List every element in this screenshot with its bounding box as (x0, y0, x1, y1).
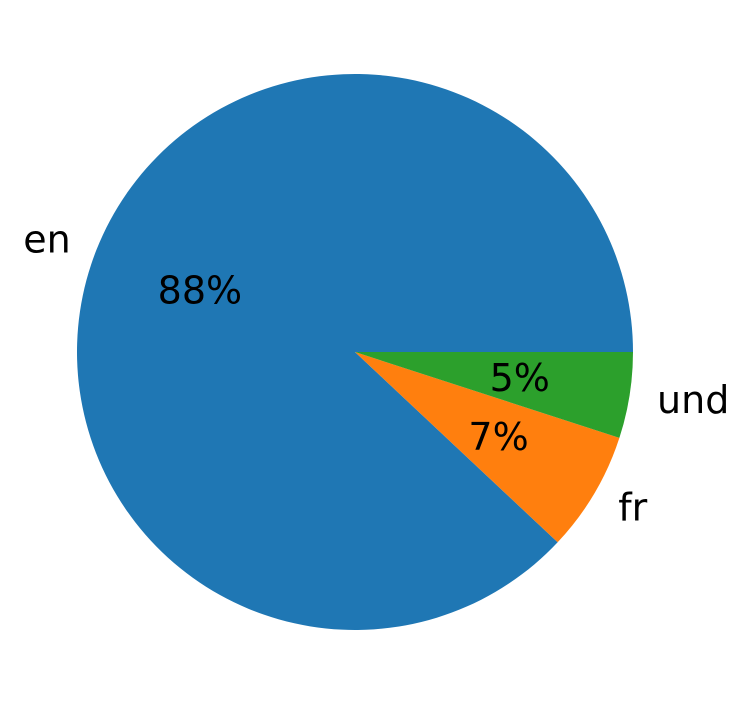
pie-slice-und (355, 352, 633, 438)
pct-label-en: 88% (158, 269, 242, 313)
pie-slice-en (77, 73, 634, 630)
pie-slice-fr (355, 352, 620, 543)
pct-label-fr: 7% (468, 415, 528, 459)
slice-label-fr: fr (618, 486, 647, 530)
slice-label-en: en (23, 217, 70, 261)
pct-label-und: 5% (490, 356, 550, 400)
slice-label-und: und (657, 378, 729, 422)
